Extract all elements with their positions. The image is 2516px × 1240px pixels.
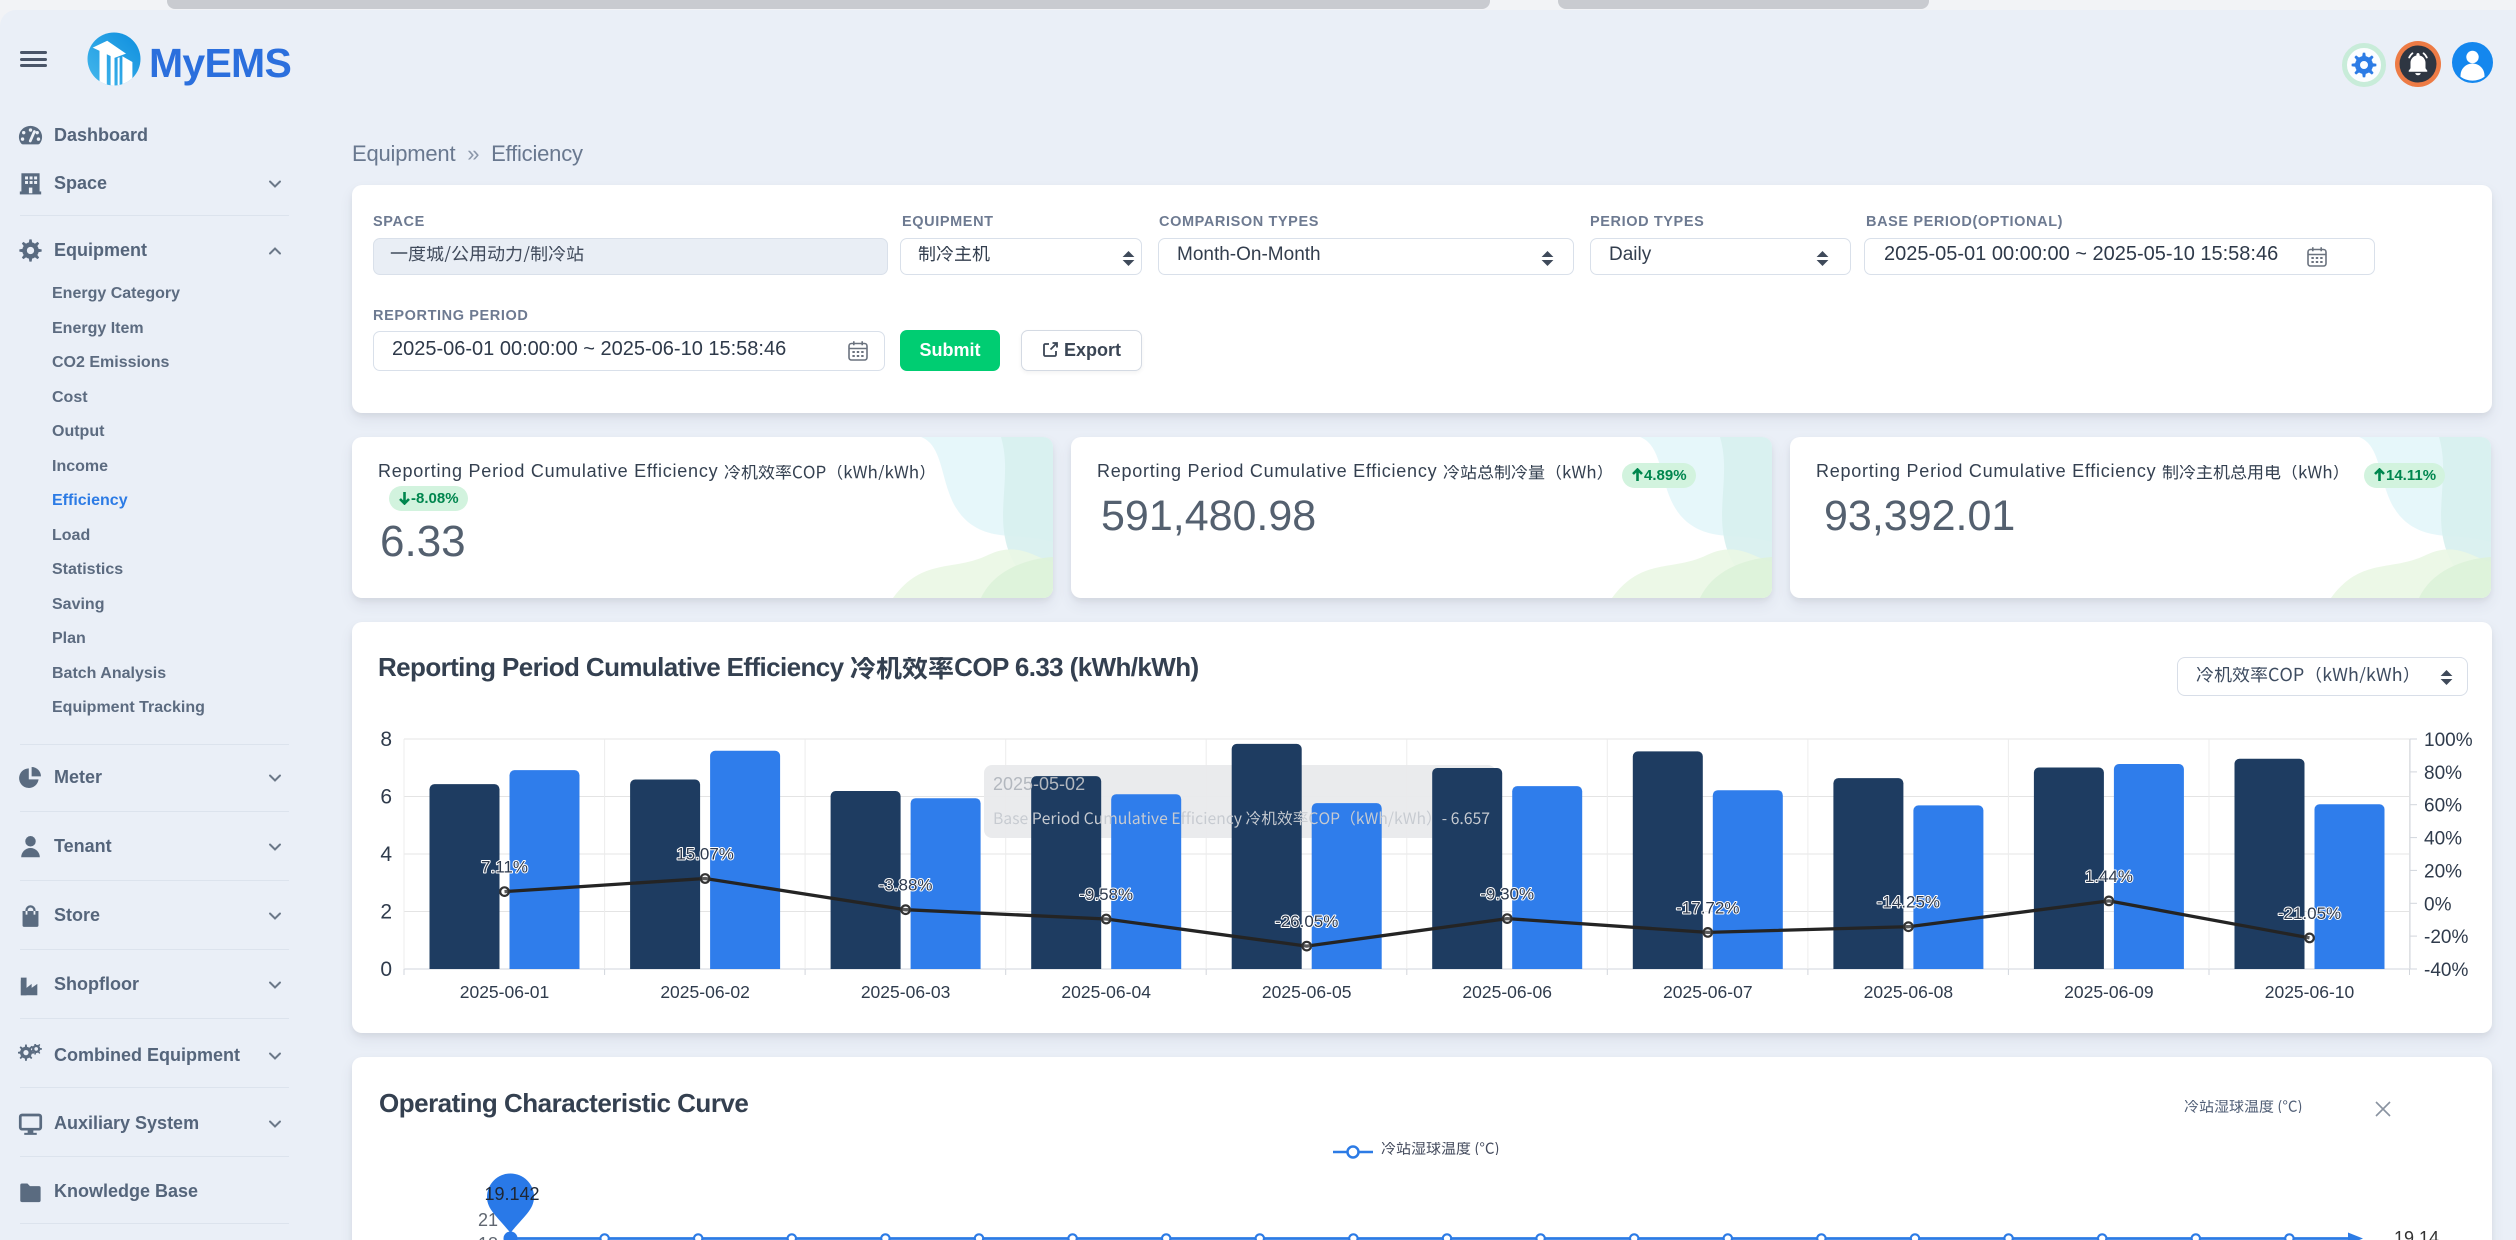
svg-text:-26.05%: -26.05% (1275, 912, 1338, 931)
svg-text:80%: 80% (2424, 763, 2462, 784)
svg-text:19.142: 19.142 (484, 1184, 539, 1204)
svg-text:6: 6 (380, 786, 392, 809)
svg-text:-17.72%: -17.72% (1676, 898, 1739, 917)
svg-text:2025-06-02: 2025-06-02 (660, 982, 750, 1002)
svg-text:-9.58%: -9.58% (1079, 885, 1133, 904)
svg-text:1.44%: 1.44% (2085, 867, 2133, 886)
svg-text:-14.25%: -14.25% (1877, 893, 1940, 912)
svg-text:2025-06-06: 2025-06-06 (1462, 982, 1552, 1002)
svg-text:20%: 20% (2424, 861, 2462, 882)
svg-text:2025-06-01: 2025-06-01 (460, 982, 550, 1002)
svg-text:100%: 100% (2424, 730, 2473, 751)
svg-text:18: 18 (478, 1234, 498, 1240)
svg-text:-21.05%: -21.05% (2278, 904, 2341, 923)
svg-text:2025-06-05: 2025-06-05 (1262, 982, 1352, 1002)
svg-text:2025-05-02: 2025-05-02 (993, 774, 1085, 794)
svg-text:-40%: -40% (2424, 960, 2468, 981)
svg-text:0%: 0% (2424, 894, 2452, 915)
svg-text:-9.30%: -9.30% (1480, 885, 1534, 904)
svg-text:2: 2 (380, 901, 392, 924)
svg-text:2025-06-09: 2025-06-09 (2064, 982, 2154, 1002)
svg-text:4: 4 (380, 843, 392, 866)
svg-text:2025-06-04: 2025-06-04 (1061, 982, 1151, 1002)
svg-text:-3.88%: -3.88% (879, 876, 933, 895)
svg-text:8: 8 (380, 728, 392, 751)
svg-text:2025-06-08: 2025-06-08 (1864, 982, 1954, 1002)
svg-text:21: 21 (478, 1210, 498, 1230)
svg-text:2025-06-03: 2025-06-03 (861, 982, 951, 1002)
svg-text:19.14: 19.14 (2394, 1228, 2439, 1240)
svg-text:2025-06-10: 2025-06-10 (2265, 982, 2355, 1002)
svg-text:60%: 60% (2424, 796, 2462, 817)
svg-text:2025-06-07: 2025-06-07 (1663, 982, 1753, 1002)
svg-text:40%: 40% (2424, 829, 2462, 850)
svg-text:0: 0 (380, 958, 392, 981)
svg-text:-20%: -20% (2424, 927, 2468, 948)
svg-text:7.11%: 7.11% (481, 858, 528, 877)
svg-text:15.07%: 15.07% (676, 845, 734, 864)
